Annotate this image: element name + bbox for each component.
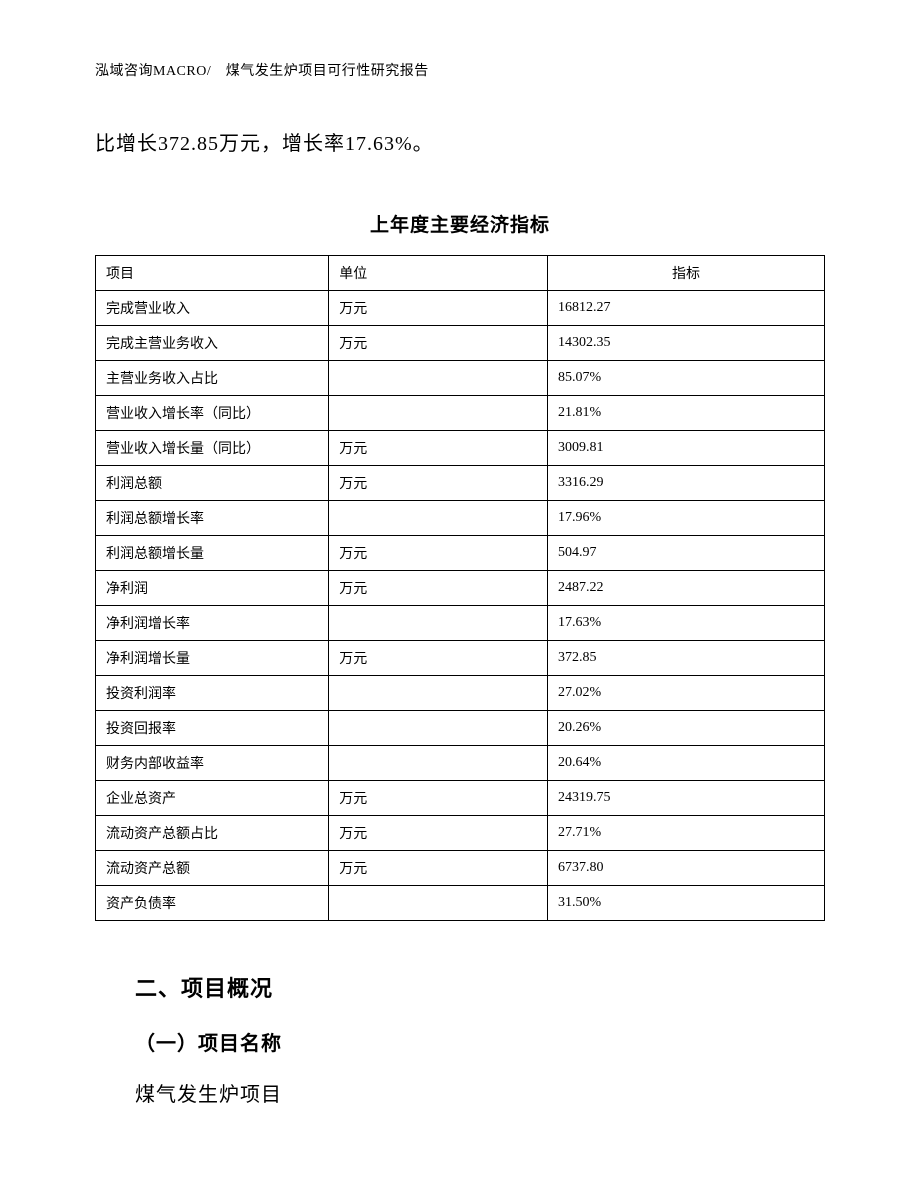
table-cell: 20.64%	[547, 746, 824, 781]
table-row: 利润总额增长量万元504.97	[96, 536, 825, 571]
table-row: 营业收入增长量（同比）万元3009.81	[96, 431, 825, 466]
table-cell: 万元	[329, 326, 548, 361]
table-cell: 372.85	[547, 641, 824, 676]
table-cell: 14302.35	[547, 326, 824, 361]
table-cell: 万元	[329, 431, 548, 466]
body-paragraph: 比增长372.85万元，增长率17.63%。	[95, 128, 825, 160]
table-row: 企业总资产万元24319.75	[96, 781, 825, 816]
table-cell: 万元	[329, 641, 548, 676]
table-cell: 完成主营业务收入	[96, 326, 329, 361]
table-cell: 3009.81	[547, 431, 824, 466]
table-cell	[329, 711, 548, 746]
table-row: 流动资产总额占比万元27.71%	[96, 816, 825, 851]
table-cell: 营业收入增长率（同比）	[96, 396, 329, 431]
economic-indicators-table: 项目 单位 指标 完成营业收入万元16812.27完成主营业务收入万元14302…	[95, 255, 825, 921]
table-cell: 完成营业收入	[96, 291, 329, 326]
table-cell	[329, 676, 548, 711]
table-cell: 利润总额	[96, 466, 329, 501]
table-cell	[329, 606, 548, 641]
table-cell: 净利润增长量	[96, 641, 329, 676]
table-row: 资产负债率 31.50%	[96, 886, 825, 921]
table-row: 净利润增长量万元372.85	[96, 641, 825, 676]
table-cell: 利润总额增长量	[96, 536, 329, 571]
table-cell: 万元	[329, 291, 548, 326]
table-row: 净利润增长率 17.63%	[96, 606, 825, 641]
table-row: 主营业务收入占比 85.07%	[96, 361, 825, 396]
table-row: 利润总额增长率 17.96%	[96, 501, 825, 536]
table-cell: 万元	[329, 851, 548, 886]
table-cell: 504.97	[547, 536, 824, 571]
table-cell: 流动资产总额	[96, 851, 329, 886]
table-row: 完成营业收入万元16812.27	[96, 291, 825, 326]
table-cell: 24319.75	[547, 781, 824, 816]
table-cell: 万元	[329, 536, 548, 571]
table-header-unit: 单位	[329, 256, 548, 291]
table-cell: 投资利润率	[96, 676, 329, 711]
table-header-value: 指标	[547, 256, 824, 291]
table-cell: 万元	[329, 781, 548, 816]
table-cell: 净利润增长率	[96, 606, 329, 641]
table-cell: 21.81%	[547, 396, 824, 431]
table-title: 上年度主要经济指标	[95, 210, 825, 237]
table-cell: 投资回报率	[96, 711, 329, 746]
table-cell	[329, 886, 548, 921]
page-header: 泓域咨询MACRO/ 煤气发生炉项目可行性研究报告	[95, 60, 825, 80]
table-cell: 流动资产总额占比	[96, 816, 329, 851]
table-cell: 16812.27	[547, 291, 824, 326]
table-row: 利润总额万元3316.29	[96, 466, 825, 501]
table-row: 财务内部收益率 20.64%	[96, 746, 825, 781]
table-cell	[329, 396, 548, 431]
table-cell: 营业收入增长量（同比）	[96, 431, 329, 466]
table-cell: 2487.22	[547, 571, 824, 606]
table-cell: 3316.29	[547, 466, 824, 501]
subsection-body: 煤气发生炉项目	[135, 1078, 825, 1107]
table-cell	[329, 361, 548, 396]
table-cell: 净利润	[96, 571, 329, 606]
table-cell: 31.50%	[547, 886, 824, 921]
table-row: 净利润万元2487.22	[96, 571, 825, 606]
table-row: 营业收入增长率（同比） 21.81%	[96, 396, 825, 431]
table-cell: 27.02%	[547, 676, 824, 711]
table-cell: 85.07%	[547, 361, 824, 396]
table-cell: 万元	[329, 571, 548, 606]
table-header-item: 项目	[96, 256, 329, 291]
table-cell: 主营业务收入占比	[96, 361, 329, 396]
subsection-heading: （一）项目名称	[135, 1027, 825, 1056]
table-cell: 企业总资产	[96, 781, 329, 816]
table-cell: 财务内部收益率	[96, 746, 329, 781]
table-cell: 27.71%	[547, 816, 824, 851]
table-row: 完成主营业务收入万元14302.35	[96, 326, 825, 361]
table-cell: 17.96%	[547, 501, 824, 536]
table-cell	[329, 746, 548, 781]
section-heading: 二、项目概况	[135, 971, 825, 1003]
table-cell: 万元	[329, 816, 548, 851]
table-row: 投资回报率 20.26%	[96, 711, 825, 746]
table-cell	[329, 501, 548, 536]
table-row: 投资利润率 27.02%	[96, 676, 825, 711]
table-cell: 17.63%	[547, 606, 824, 641]
table-cell: 万元	[329, 466, 548, 501]
table-cell: 6737.80	[547, 851, 824, 886]
table-cell: 20.26%	[547, 711, 824, 746]
table-header-row: 项目 单位 指标	[96, 256, 825, 291]
table-row: 流动资产总额万元6737.80	[96, 851, 825, 886]
table-cell: 利润总额增长率	[96, 501, 329, 536]
table-cell: 资产负债率	[96, 886, 329, 921]
